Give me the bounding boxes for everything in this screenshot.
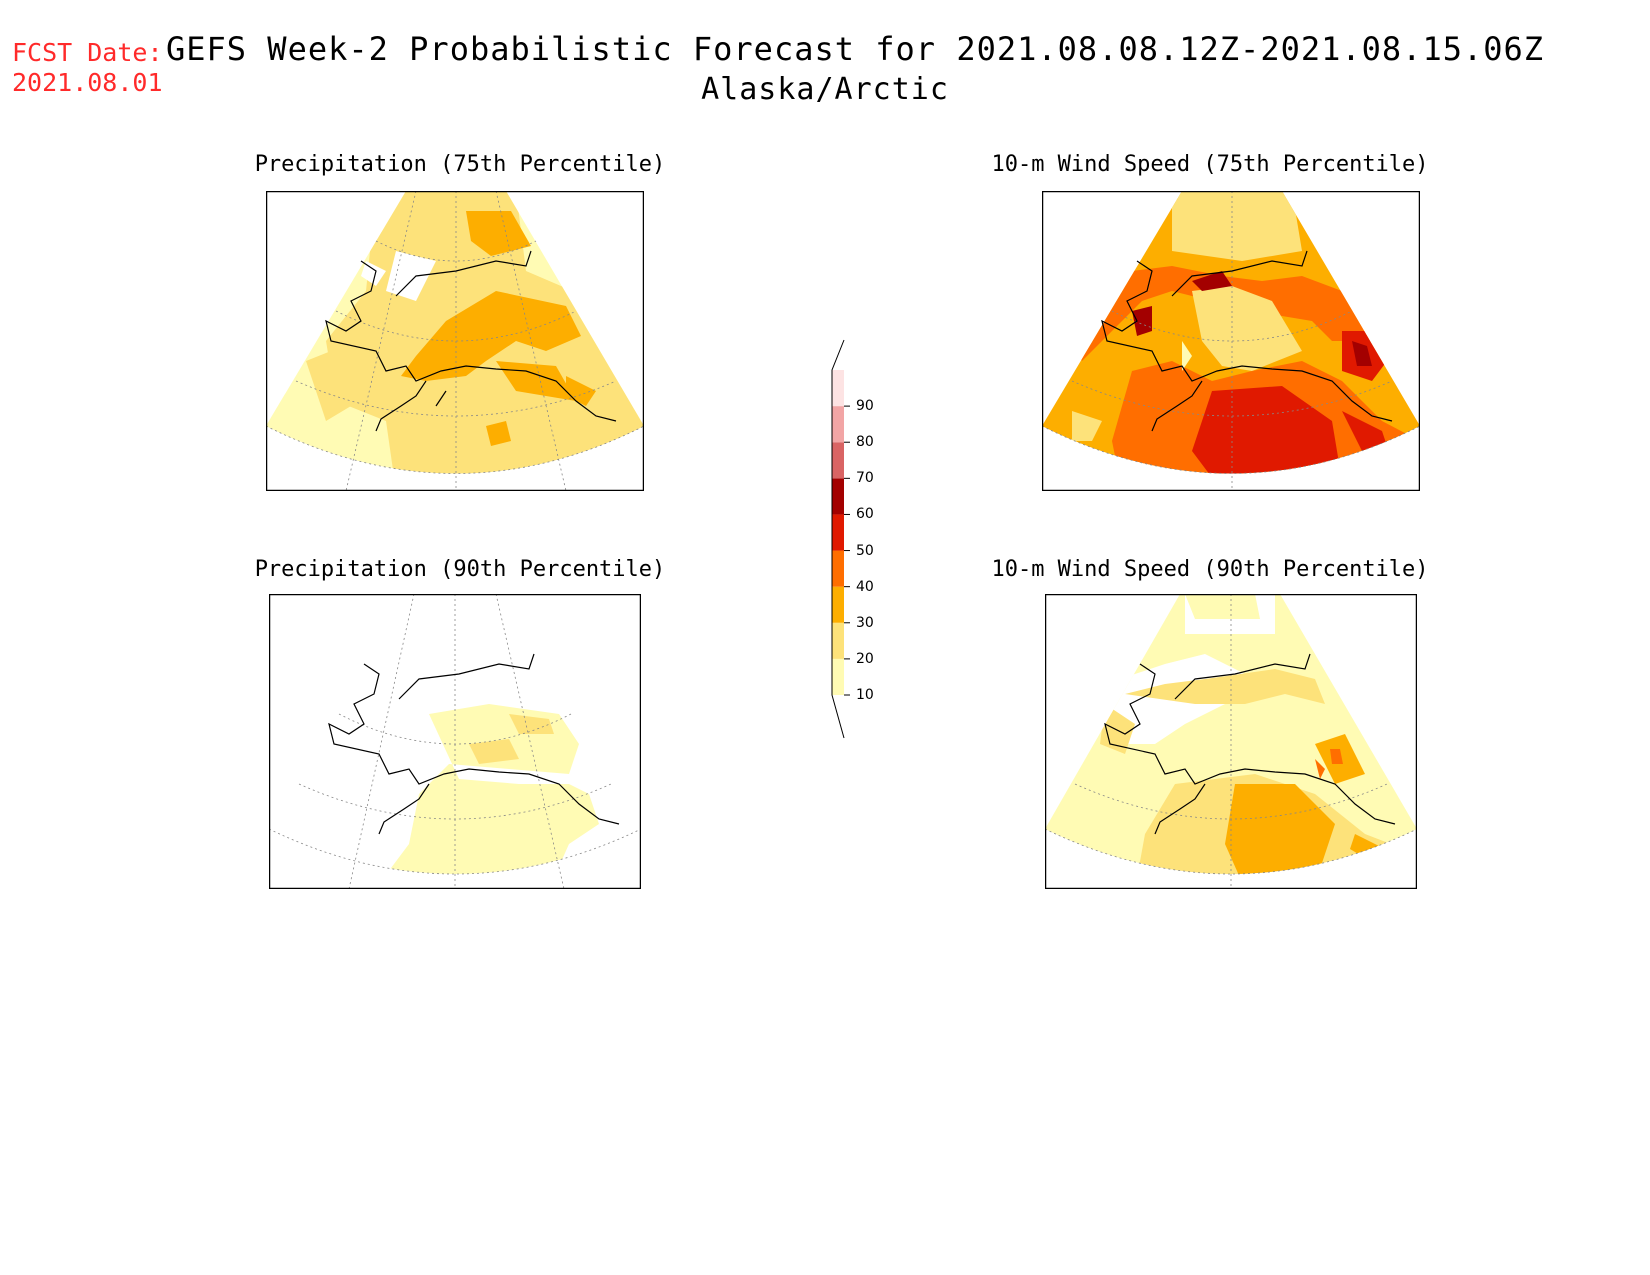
colorbar-swatch — [832, 622, 844, 659]
colorbar — [820, 330, 900, 750]
colorbar-tick-label: 30 — [856, 614, 874, 631]
colorbar-swatch — [832, 370, 844, 407]
colorbar-tick-label: 40 — [856, 578, 874, 595]
panel-title-wind-75: 10-m Wind Speed (75th Percentile) — [991, 152, 1429, 177]
colorbar-tick-label: 70 — [856, 470, 874, 487]
colorbar-swatch — [832, 658, 844, 695]
colorbar-swatch — [832, 478, 844, 515]
forecast-date-value: 2021.08.01 — [12, 68, 163, 97]
colorbar-tick-label: 50 — [856, 542, 874, 559]
colorbar-swatch — [832, 550, 844, 587]
colorbar-tick-label: 90 — [856, 398, 874, 415]
colorbar-swatch — [832, 514, 844, 551]
forecast-date-label: FCST Date: — [12, 38, 163, 67]
colorbar-tick-label: 60 — [856, 506, 874, 523]
map-header: GEFS Week-2 Probabilistic Forecast for 2… — [0, 30, 1650, 107]
colorbar-tick-label: 80 — [856, 434, 874, 451]
colorbar-swatches — [832, 370, 850, 696]
map-panel-precip-90 — [269, 594, 641, 889]
colorbar-swatch — [832, 442, 844, 479]
colorbar-tick-label: 20 — [856, 650, 874, 667]
map-precip-75 — [266, 191, 644, 491]
colorbar-swatch — [832, 586, 844, 623]
panel-title-precip-90: Precipitation (90th Percentile) — [254, 557, 666, 582]
colorbar-svg — [831, 339, 850, 739]
map-subtitle: Alaska/Arctic — [701, 72, 949, 107]
map-wind-90 — [1045, 594, 1417, 889]
panel-title-wind-90: 10-m Wind Speed (90th Percentile) — [991, 557, 1429, 582]
forecast-date-block: FCST Date: 2021.08.01 — [12, 38, 163, 98]
map-panel-wind-75 — [1042, 191, 1420, 491]
map-panel-wind-90 — [1045, 594, 1417, 889]
map-precip-90 — [269, 594, 641, 889]
panel-title-precip-75: Precipitation (75th Percentile) — [254, 152, 666, 177]
map-wind-75 — [1042, 191, 1420, 491]
map-panel-precip-75 — [266, 191, 644, 491]
colorbar-tick-label: 10 — [856, 687, 874, 703]
map-title: GEFS Week-2 Probabilistic Forecast for 2… — [165, 30, 1545, 68]
colorbar-swatch — [832, 406, 844, 443]
